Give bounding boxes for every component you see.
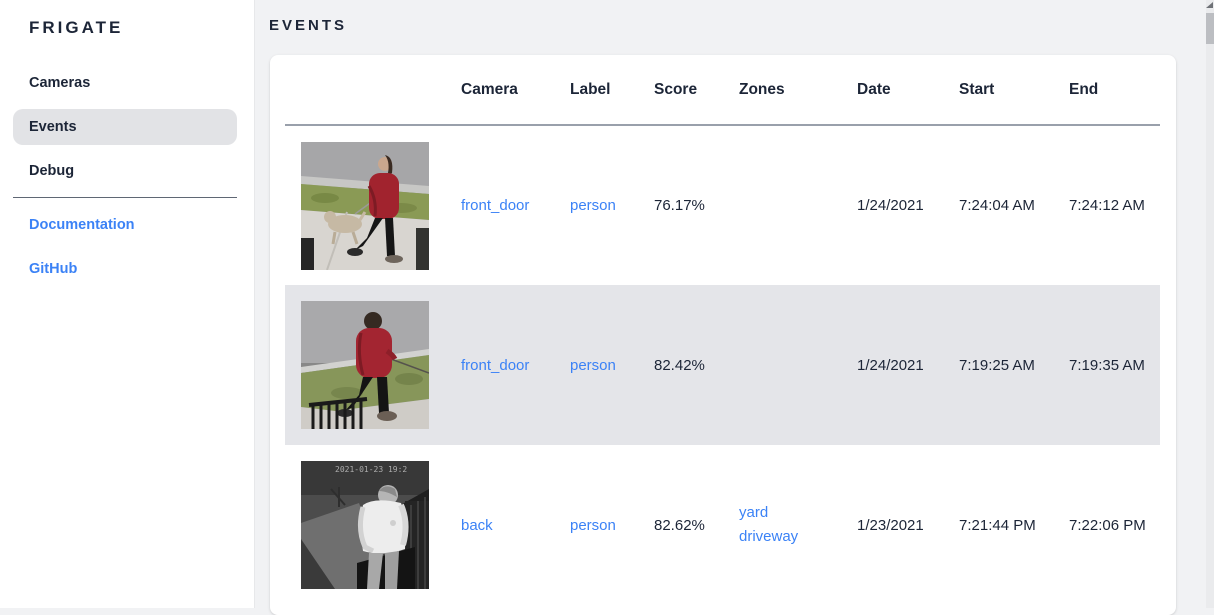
svg-text:2021-01-23 19:2: 2021-01-23 19:2 — [335, 465, 407, 474]
event-zones — [739, 285, 857, 445]
sidebar-link-documentation[interactable]: Documentation — [29, 217, 135, 233]
event-date: 1/23/2021 — [857, 516, 924, 534]
event-start-time: 7:24:04 AM — [959, 197, 1035, 214]
event-start-time: 7:21:44 PM — [959, 516, 1036, 534]
column-header-label: Label — [570, 55, 654, 126]
sidebar-link-github[interactable]: GitHub — [29, 261, 78, 277]
column-header-zones: Zones — [739, 55, 857, 126]
column-header-end: End — [1069, 55, 1160, 126]
event-start-time: 7:19:25 AM — [959, 356, 1035, 374]
column-header-thumbnail — [285, 55, 461, 126]
page-title: EVENTS — [269, 17, 348, 34]
event-thumbnail[interactable]: 2021-01-23 19:2 — [301, 461, 429, 589]
column-header-start: Start — [959, 55, 1069, 126]
events-card: Camera Label Score Zones Date Start End — [270, 55, 1176, 615]
sidebar-divider — [13, 197, 237, 198]
column-header-score: Score — [654, 55, 739, 126]
event-score: 82.62% — [654, 516, 705, 534]
scrollbar-track[interactable] — [1206, 0, 1214, 608]
event-row[interactable]: front_door person 82.42% 1/24/2021 7:19:… — [285, 285, 1160, 445]
app-logo[interactable]: FRIGATE — [29, 18, 124, 37]
event-row[interactable]: front_door person 76.17% 1/24/2021 7:24:… — [285, 125, 1160, 285]
sidebar: FRIGATE Cameras Events Debug Documentati… — [0, 0, 255, 608]
scrollbar-thumb[interactable] — [1206, 13, 1214, 44]
event-zones: yard driveway — [739, 445, 857, 605]
event-zone-link[interactable]: driveway — [739, 528, 799, 545]
sidebar-item-debug[interactable]: Debug — [29, 163, 75, 179]
event-thumbnail[interactable] — [301, 141, 429, 270]
column-header-date: Date — [857, 55, 959, 126]
events-table: Camera Label Score Zones Date Start End — [285, 55, 1160, 605]
event-camera-link[interactable]: front_door — [461, 197, 530, 214]
column-header-camera: Camera — [461, 55, 570, 126]
table-header-row: Camera Label Score Zones Date Start End — [285, 55, 1160, 126]
sidebar-item-events[interactable]: Events — [13, 109, 237, 145]
scrollbar-corner-icon — [1206, 2, 1213, 8]
event-end-time: 7:22:06 PM — [1069, 516, 1146, 534]
event-zones — [739, 125, 857, 285]
sidebar-nav: Cameras Events Debug — [13, 65, 237, 197]
event-score: 82.42% — [654, 356, 705, 374]
event-row[interactable]: 2021-01-23 19:2 back person 82.62% yard d… — [285, 445, 1160, 605]
event-zone-link[interactable]: yard — [739, 504, 769, 521]
event-label-link[interactable]: person — [570, 516, 616, 534]
event-thumbnail[interactable] — [301, 301, 429, 429]
event-label-link[interactable]: person — [570, 197, 616, 214]
event-camera-link[interactable]: back — [461, 516, 493, 534]
event-score: 76.17% — [654, 197, 705, 214]
event-date: 1/24/2021 — [857, 197, 924, 214]
events-table-body: front_door person 76.17% 1/24/2021 7:24:… — [285, 125, 1160, 605]
sidebar-links: Documentation GitHub — [13, 207, 237, 295]
sidebar-item-cameras[interactable]: Cameras — [29, 75, 91, 91]
event-camera-link[interactable]: front_door — [461, 356, 530, 374]
event-end-time: 7:24:12 AM — [1069, 197, 1145, 214]
event-end-time: 7:19:35 AM — [1069, 356, 1145, 374]
event-label-link[interactable]: person — [570, 356, 616, 374]
event-date: 1/24/2021 — [857, 356, 924, 374]
